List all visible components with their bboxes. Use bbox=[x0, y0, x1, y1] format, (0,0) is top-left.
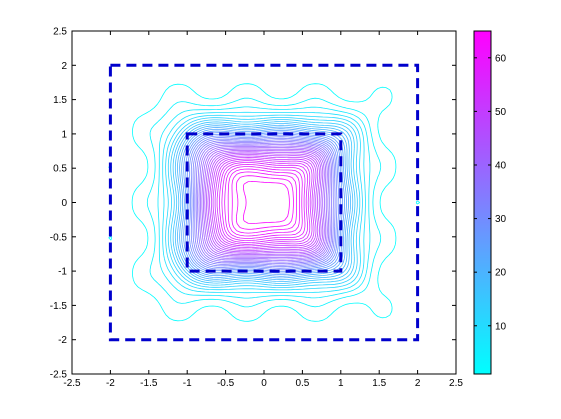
x-tick-label: 1 bbox=[338, 378, 344, 389]
colorbar-tick-label: 40 bbox=[495, 160, 507, 171]
contour-level-line bbox=[216, 160, 311, 245]
inner-dashed-square bbox=[185, 132, 343, 273]
contour-level-line bbox=[219, 162, 308, 243]
x-tick-label: 0.5 bbox=[295, 378, 309, 389]
contour-level-line bbox=[172, 121, 356, 284]
colorbar-tick-label: 30 bbox=[495, 214, 507, 225]
contour-level-line bbox=[209, 154, 319, 251]
y-tick-label: 1 bbox=[61, 129, 67, 140]
contour-level-line bbox=[210, 155, 317, 250]
contour-level-line bbox=[183, 130, 345, 275]
contour-level-line bbox=[204, 150, 324, 255]
colorbar-tick-label: 60 bbox=[495, 53, 507, 64]
y-tick-label: 0 bbox=[61, 198, 67, 209]
dashed-squares bbox=[108, 63, 420, 342]
contour-level-line bbox=[167, 117, 361, 288]
x-tick-label: 1.5 bbox=[372, 378, 386, 389]
y-tick-label: 1.5 bbox=[53, 95, 67, 106]
contour-level-line bbox=[206, 151, 322, 254]
contour-level-line bbox=[192, 137, 336, 268]
colorbar bbox=[473, 30, 492, 375]
colorbar-ticks: 10 20 30 40 50 60 bbox=[474, 53, 507, 332]
contour-level-line bbox=[224, 166, 303, 239]
outer-dashed-square bbox=[108, 63, 420, 342]
x-tick-label: 0 bbox=[261, 378, 267, 389]
x-tick-label: -2 bbox=[106, 378, 115, 389]
x-tick-label: 2.5 bbox=[449, 378, 463, 389]
contour-level-line bbox=[197, 142, 331, 263]
x-axis-ticks: -2.5 -2 -1.5 -1 -0.5 0 0.5 1 1.5 2 2.5 bbox=[63, 31, 463, 389]
y-tick-label: 2.5 bbox=[53, 27, 67, 38]
y-tick-label: -1 bbox=[58, 267, 67, 278]
colorbar-tick-label: 20 bbox=[495, 268, 507, 279]
contour-level-line bbox=[243, 181, 290, 224]
y-tick-label: -2.5 bbox=[50, 370, 68, 381]
y-tick-label: -0.5 bbox=[50, 232, 68, 243]
y-axis-ticks: -2.5 -2 -1.5 -1 -0.5 0 0.5 1 1.5 2 2.5 bbox=[50, 27, 456, 381]
contour-level-line bbox=[227, 168, 300, 237]
contour-level-line bbox=[198, 144, 330, 261]
contour-level-line bbox=[190, 136, 338, 269]
contour-level-line bbox=[203, 148, 325, 257]
contour-level-line bbox=[157, 106, 371, 299]
contour-level-line bbox=[207, 152, 320, 253]
x-tick-label: -1.5 bbox=[140, 378, 158, 389]
contour-level-line bbox=[212, 157, 315, 248]
contour-level-line bbox=[189, 134, 340, 271]
contour-lines bbox=[108, 83, 421, 322]
contour-level-line bbox=[236, 175, 294, 230]
contour-level-line bbox=[194, 139, 334, 266]
y-tick-label: 2 bbox=[61, 61, 67, 72]
contour-level-line bbox=[221, 164, 306, 241]
colorbar-tick-label: 10 bbox=[495, 321, 507, 332]
x-tick-label: -2.5 bbox=[63, 378, 81, 389]
y-tick-label: 0.5 bbox=[53, 164, 67, 175]
x-tick-label: -0.5 bbox=[217, 378, 235, 389]
colorbar-tick-label: 50 bbox=[495, 107, 507, 118]
contour-level-line bbox=[201, 147, 327, 258]
x-tick-label: -1 bbox=[183, 378, 192, 389]
contour-level-line bbox=[170, 119, 358, 286]
x-tick-label: 2 bbox=[415, 378, 421, 389]
contour-level-line bbox=[165, 114, 363, 291]
contour-level-line bbox=[214, 158, 313, 247]
contour-level-line bbox=[195, 141, 333, 264]
contour-level-line bbox=[146, 97, 382, 308]
contour-level-line bbox=[231, 171, 297, 234]
y-tick-label: -2 bbox=[58, 335, 67, 346]
contour-level-line bbox=[177, 124, 351, 281]
contour-level-line bbox=[174, 123, 354, 282]
contour-level-line bbox=[162, 111, 366, 294]
plot-area-frame bbox=[71, 30, 457, 375]
contour-level-line bbox=[200, 145, 328, 260]
y-tick-label: -1.5 bbox=[50, 301, 68, 312]
